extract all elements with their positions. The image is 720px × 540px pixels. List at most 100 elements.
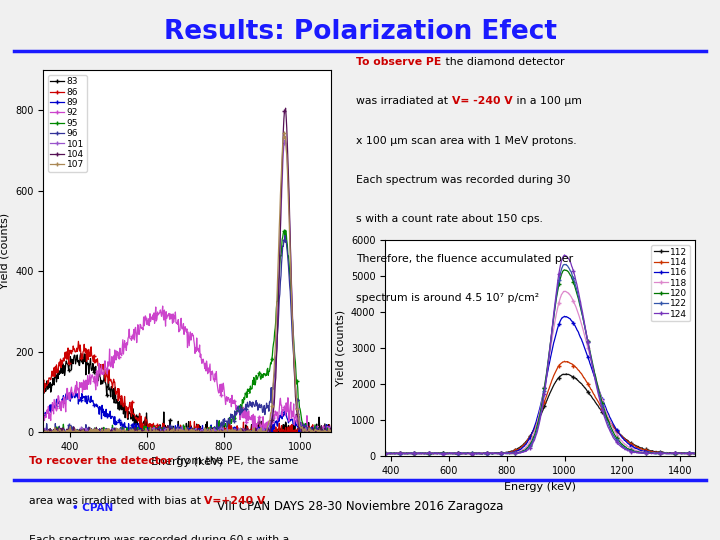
114 — [461, 450, 469, 457]
104 — [40, 429, 48, 435]
89 — [179, 429, 187, 435]
120 — [560, 267, 569, 273]
118 — [615, 435, 624, 441]
124 — [461, 450, 469, 456]
101 — [320, 429, 329, 435]
120 — [505, 451, 513, 457]
114 — [381, 450, 390, 456]
116 — [589, 369, 598, 376]
114 — [413, 450, 421, 457]
120 — [589, 362, 598, 369]
124 — [589, 366, 598, 372]
Line: 95: 95 — [42, 228, 333, 434]
122 — [690, 450, 699, 457]
89 — [177, 424, 186, 431]
Text: was irradiated at: was irradiated at — [356, 96, 452, 106]
Text: .: . — [266, 496, 269, 506]
107 — [177, 429, 186, 435]
Line: 86: 86 — [42, 340, 333, 434]
X-axis label: Energy (keV): Energy (keV) — [504, 482, 576, 491]
95 — [39, 429, 48, 435]
104 — [282, 105, 290, 111]
Text: the diamond detector: the diamond detector — [441, 57, 564, 67]
96 — [178, 428, 186, 434]
120 — [564, 269, 573, 275]
92 — [178, 326, 186, 332]
116 — [521, 441, 530, 448]
83 — [179, 426, 187, 433]
89 — [196, 429, 204, 435]
112 — [589, 396, 598, 402]
92 — [195, 342, 204, 348]
86 — [150, 429, 158, 435]
116 — [690, 450, 699, 457]
Text: s with a count rate about 150 cps.: s with a count rate about 150 cps. — [356, 214, 544, 225]
Text: Results: Polarization Efect: Results: Polarization Efect — [163, 19, 557, 45]
95 — [176, 429, 184, 435]
104 — [321, 429, 330, 435]
104 — [211, 429, 220, 435]
Legend: 83, 86, 89, 92, 95, 96, 101, 104, 107: 83, 86, 89, 92, 95, 96, 101, 104, 107 — [48, 75, 86, 172]
118 — [564, 290, 573, 296]
120 — [690, 450, 699, 457]
112 — [436, 450, 444, 457]
124 — [564, 255, 573, 262]
101 — [194, 429, 203, 435]
X-axis label: Energy (keV): Energy (keV) — [151, 457, 223, 467]
101 — [39, 429, 48, 435]
89 — [276, 414, 284, 420]
83 — [39, 388, 48, 394]
83 — [177, 424, 186, 431]
92 — [176, 318, 185, 325]
Line: 104: 104 — [42, 106, 333, 434]
86 — [74, 338, 83, 345]
Text: Therefore, the fluence accumulated per: Therefore, the fluence accumulated per — [356, 254, 574, 264]
114 — [615, 430, 624, 437]
120 — [381, 450, 390, 456]
95 — [320, 429, 329, 435]
Line: 122: 122 — [384, 262, 696, 456]
118 — [461, 450, 469, 457]
Text: To recover the detector: To recover the detector — [29, 456, 173, 467]
Line: 96: 96 — [42, 234, 333, 434]
118 — [493, 451, 502, 457]
96 — [195, 429, 204, 435]
107 — [275, 225, 284, 231]
96 — [39, 427, 48, 434]
107 — [327, 429, 336, 435]
122 — [381, 450, 390, 456]
122 — [564, 265, 573, 271]
118 — [381, 450, 390, 457]
122 — [589, 364, 598, 371]
Legend: 112, 114, 116, 118, 120, 122, 124: 112, 114, 116, 118, 120, 122, 124 — [652, 245, 690, 321]
Text: VIII CPAN DAYS 28-30 Noviembre 2016 Zaragoza: VIII CPAN DAYS 28-30 Noviembre 2016 Zara… — [217, 500, 503, 513]
95 — [275, 274, 284, 281]
86 — [327, 427, 336, 433]
120 — [461, 450, 469, 457]
124 — [560, 252, 569, 258]
Text: Each spectrum was recorded during 30: Each spectrum was recorded during 30 — [356, 175, 571, 185]
92 — [321, 427, 330, 433]
Line: 92: 92 — [42, 305, 333, 434]
114 — [521, 440, 530, 446]
112 — [451, 451, 459, 457]
114 — [589, 389, 598, 396]
92 — [327, 429, 336, 435]
83 — [327, 429, 336, 435]
112 — [521, 438, 530, 445]
122 — [461, 450, 469, 457]
120 — [521, 446, 530, 453]
107 — [39, 429, 48, 435]
89 — [66, 389, 75, 396]
83 — [76, 350, 85, 357]
Text: in a 100 μm: in a 100 μm — [513, 96, 582, 106]
83 — [196, 423, 204, 430]
89 — [321, 425, 330, 431]
83 — [212, 426, 220, 432]
Text: V= -240 V: V= -240 V — [452, 96, 513, 106]
96 — [281, 232, 289, 239]
92 — [158, 303, 167, 309]
92 — [39, 410, 48, 417]
107 — [320, 427, 329, 434]
96 — [321, 422, 330, 428]
